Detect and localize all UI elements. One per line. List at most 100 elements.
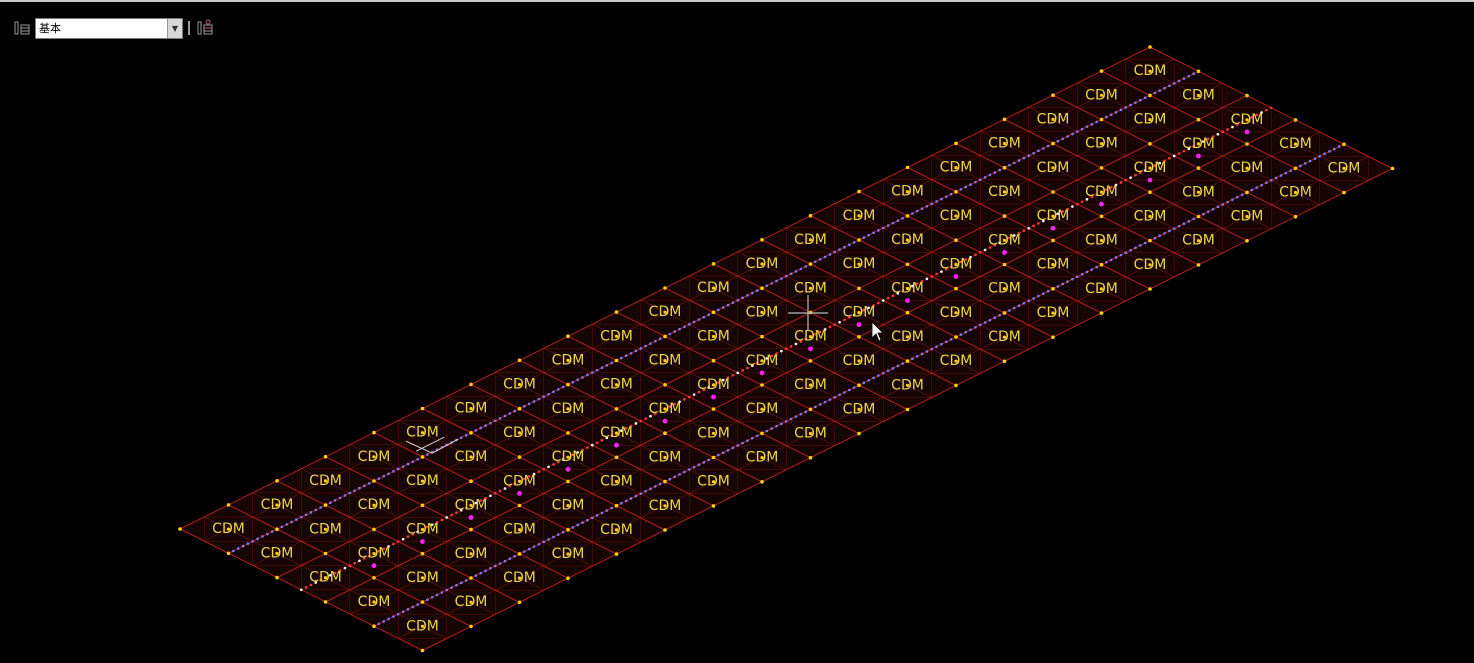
mesh-node[interactable] [1002,359,1007,364]
mesh-node[interactable] [905,190,910,194]
mesh-node[interactable] [1099,287,1104,291]
mesh-node[interactable] [469,600,473,604]
mesh-node[interactable] [808,431,813,436]
mesh-node[interactable] [372,479,376,483]
mesh-node[interactable] [954,214,958,218]
mesh-node[interactable] [1099,117,1104,122]
magenta-node[interactable] [759,370,765,376]
mesh-node[interactable] [1245,166,1249,170]
mesh-node[interactable] [517,479,522,483]
mesh-node[interactable] [566,334,570,339]
mesh-node[interactable] [1148,45,1152,49]
mesh-node[interactable] [905,165,910,170]
mesh-node[interactable] [1051,93,1055,97]
mesh-node[interactable] [517,382,522,387]
mesh-node[interactable] [226,503,231,507]
mesh-node[interactable] [808,286,813,290]
mesh-node[interactable] [226,527,231,531]
mesh-node[interactable] [1245,118,1249,122]
mesh-node[interactable] [517,358,522,363]
mesh-node[interactable] [275,503,279,507]
mesh-node[interactable] [1002,214,1007,218]
mesh-node[interactable] [711,310,716,315]
mesh-node[interactable] [1390,166,1395,171]
mesh-node[interactable] [857,238,861,242]
mesh-node[interactable] [1099,166,1104,170]
mesh-node[interactable] [905,238,910,242]
mesh-node[interactable] [711,286,716,290]
magenta-node[interactable] [565,466,571,472]
mesh-node[interactable] [857,214,861,218]
mesh-node[interactable] [663,431,667,436]
mesh-node[interactable] [1099,238,1104,243]
mesh-node[interactable] [954,141,958,146]
mesh-node[interactable] [857,189,861,194]
mesh-node[interactable] [614,552,619,556]
mesh-node[interactable] [1002,262,1007,267]
mesh-node[interactable] [1002,117,1007,122]
mesh-node[interactable] [566,382,570,387]
mesh-node[interactable] [614,503,619,508]
mesh-node[interactable] [760,286,764,291]
mesh-node[interactable] [1148,118,1152,122]
mesh-node[interactable] [469,576,473,580]
mesh-node[interactable] [420,503,425,508]
mesh-node[interactable] [1002,141,1007,146]
mesh-node[interactable] [420,624,425,628]
mesh-node[interactable] [954,383,958,388]
mesh-node[interactable] [760,456,764,460]
mesh-node[interactable] [614,528,619,532]
mesh-node[interactable] [857,311,861,315]
mesh-node[interactable] [954,311,958,315]
magenta-node[interactable] [1002,250,1007,255]
layer-select[interactable]: 基本 ▼ [35,17,183,39]
mesh-node[interactable] [857,286,861,291]
mesh-node[interactable] [1196,239,1201,243]
mesh-node[interactable] [905,407,910,412]
mesh-node[interactable] [808,407,813,412]
mesh-node[interactable] [1051,190,1055,194]
mesh-node[interactable] [1002,190,1007,194]
mesh-node[interactable] [323,479,328,483]
mesh-node[interactable] [1196,142,1201,146]
mesh-node[interactable] [1051,214,1055,218]
mesh-node[interactable] [517,552,522,556]
mesh-node[interactable] [1196,166,1201,170]
mesh-node[interactable] [1245,93,1249,98]
mesh-node[interactable] [663,359,667,363]
mesh-node[interactable] [760,334,764,339]
mesh-node[interactable] [1196,214,1201,219]
mesh-node[interactable] [1148,93,1152,98]
magenta-node[interactable] [517,491,522,496]
mesh-node[interactable] [808,213,813,218]
mesh-node[interactable] [663,334,667,339]
mesh-node[interactable] [1148,287,1152,291]
mesh-node[interactable] [323,576,328,580]
mesh-node[interactable] [323,503,328,507]
mesh-node[interactable] [420,527,425,532]
mesh-node[interactable] [663,479,667,484]
magenta-node[interactable] [1147,177,1153,183]
mesh-node[interactable] [566,504,570,508]
mesh-node[interactable] [517,406,522,411]
magenta-node[interactable] [662,418,668,424]
layer-settings-icon[interactable] [195,18,215,38]
magenta-node[interactable] [1244,129,1250,135]
mesh-node[interactable] [1148,190,1152,194]
mesh-node[interactable] [663,286,667,290]
mesh-node[interactable] [420,431,425,435]
mesh-node[interactable] [1099,142,1104,146]
chevron-down-icon[interactable]: ▼ [167,18,182,38]
mesh-node[interactable] [323,551,328,556]
mesh-node[interactable] [711,383,716,387]
magenta-node[interactable] [905,298,910,303]
mesh-node[interactable] [760,359,764,363]
mesh-node[interactable] [566,479,570,484]
mesh-node[interactable] [469,455,473,459]
mesh-node[interactable] [275,575,279,580]
magenta-node[interactable] [711,394,716,400]
magenta-node[interactable] [468,515,474,520]
mesh-node[interactable] [420,600,425,604]
mesh-node[interactable] [566,407,570,411]
mesh-node[interactable] [711,407,716,411]
